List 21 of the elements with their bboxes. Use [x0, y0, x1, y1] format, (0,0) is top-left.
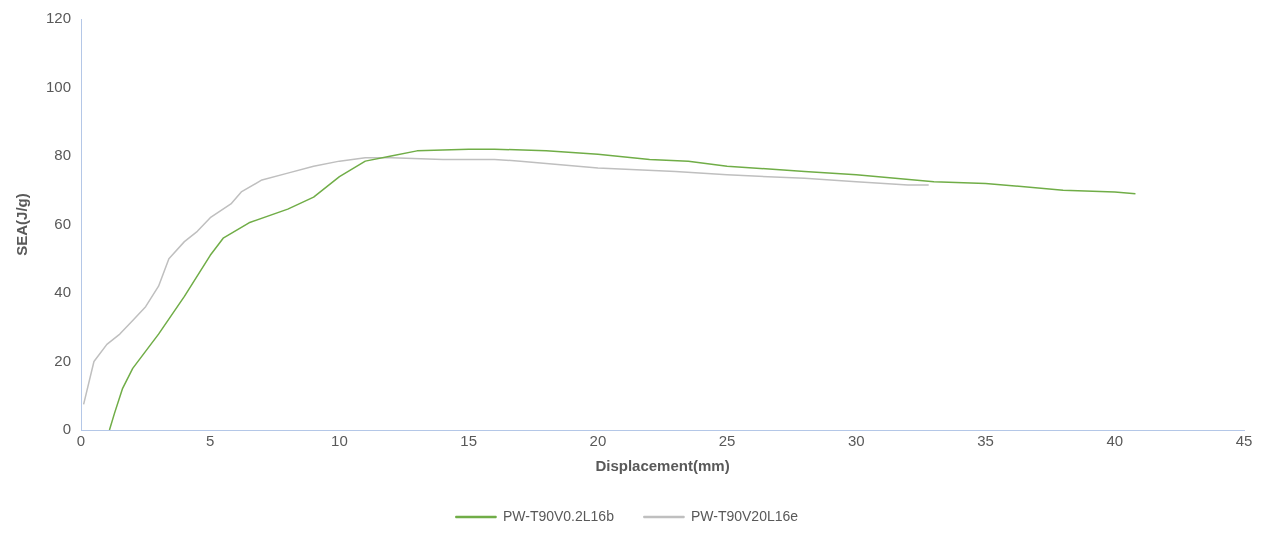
y-tick-label: 20 [54, 351, 72, 369]
x-tick-label: 40 [1106, 432, 1124, 450]
y-tick-label: 80 [54, 146, 72, 164]
y-tick-label: 0 [62, 420, 72, 438]
x-tick-label: 5 [206, 432, 215, 450]
y-tick-label: 120 [46, 9, 72, 27]
x-tick-label: 25 [718, 432, 736, 450]
x-tick-label: 35 [977, 432, 994, 450]
x-tick-label: 30 [848, 432, 865, 450]
x-axis-title: Displacement(mm) [595, 457, 730, 475]
x-tick-label: 10 [331, 432, 348, 450]
x-tick-label: 45 [1235, 432, 1253, 450]
y-tick-label: 60 [54, 214, 72, 232]
y-axis-title: SEA(J/g) [13, 193, 31, 256]
x-tick-label: 20 [589, 432, 607, 450]
legend-label: PW-T90V20L16e [690, 507, 799, 524]
y-tick-label: 40 [54, 283, 72, 301]
x-tick-label: 15 [460, 432, 478, 450]
x-tick-label: 0 [76, 432, 86, 450]
y-tick-label: 100 [46, 77, 72, 95]
legend-label: PW-T90V0.2L16b [502, 507, 615, 524]
